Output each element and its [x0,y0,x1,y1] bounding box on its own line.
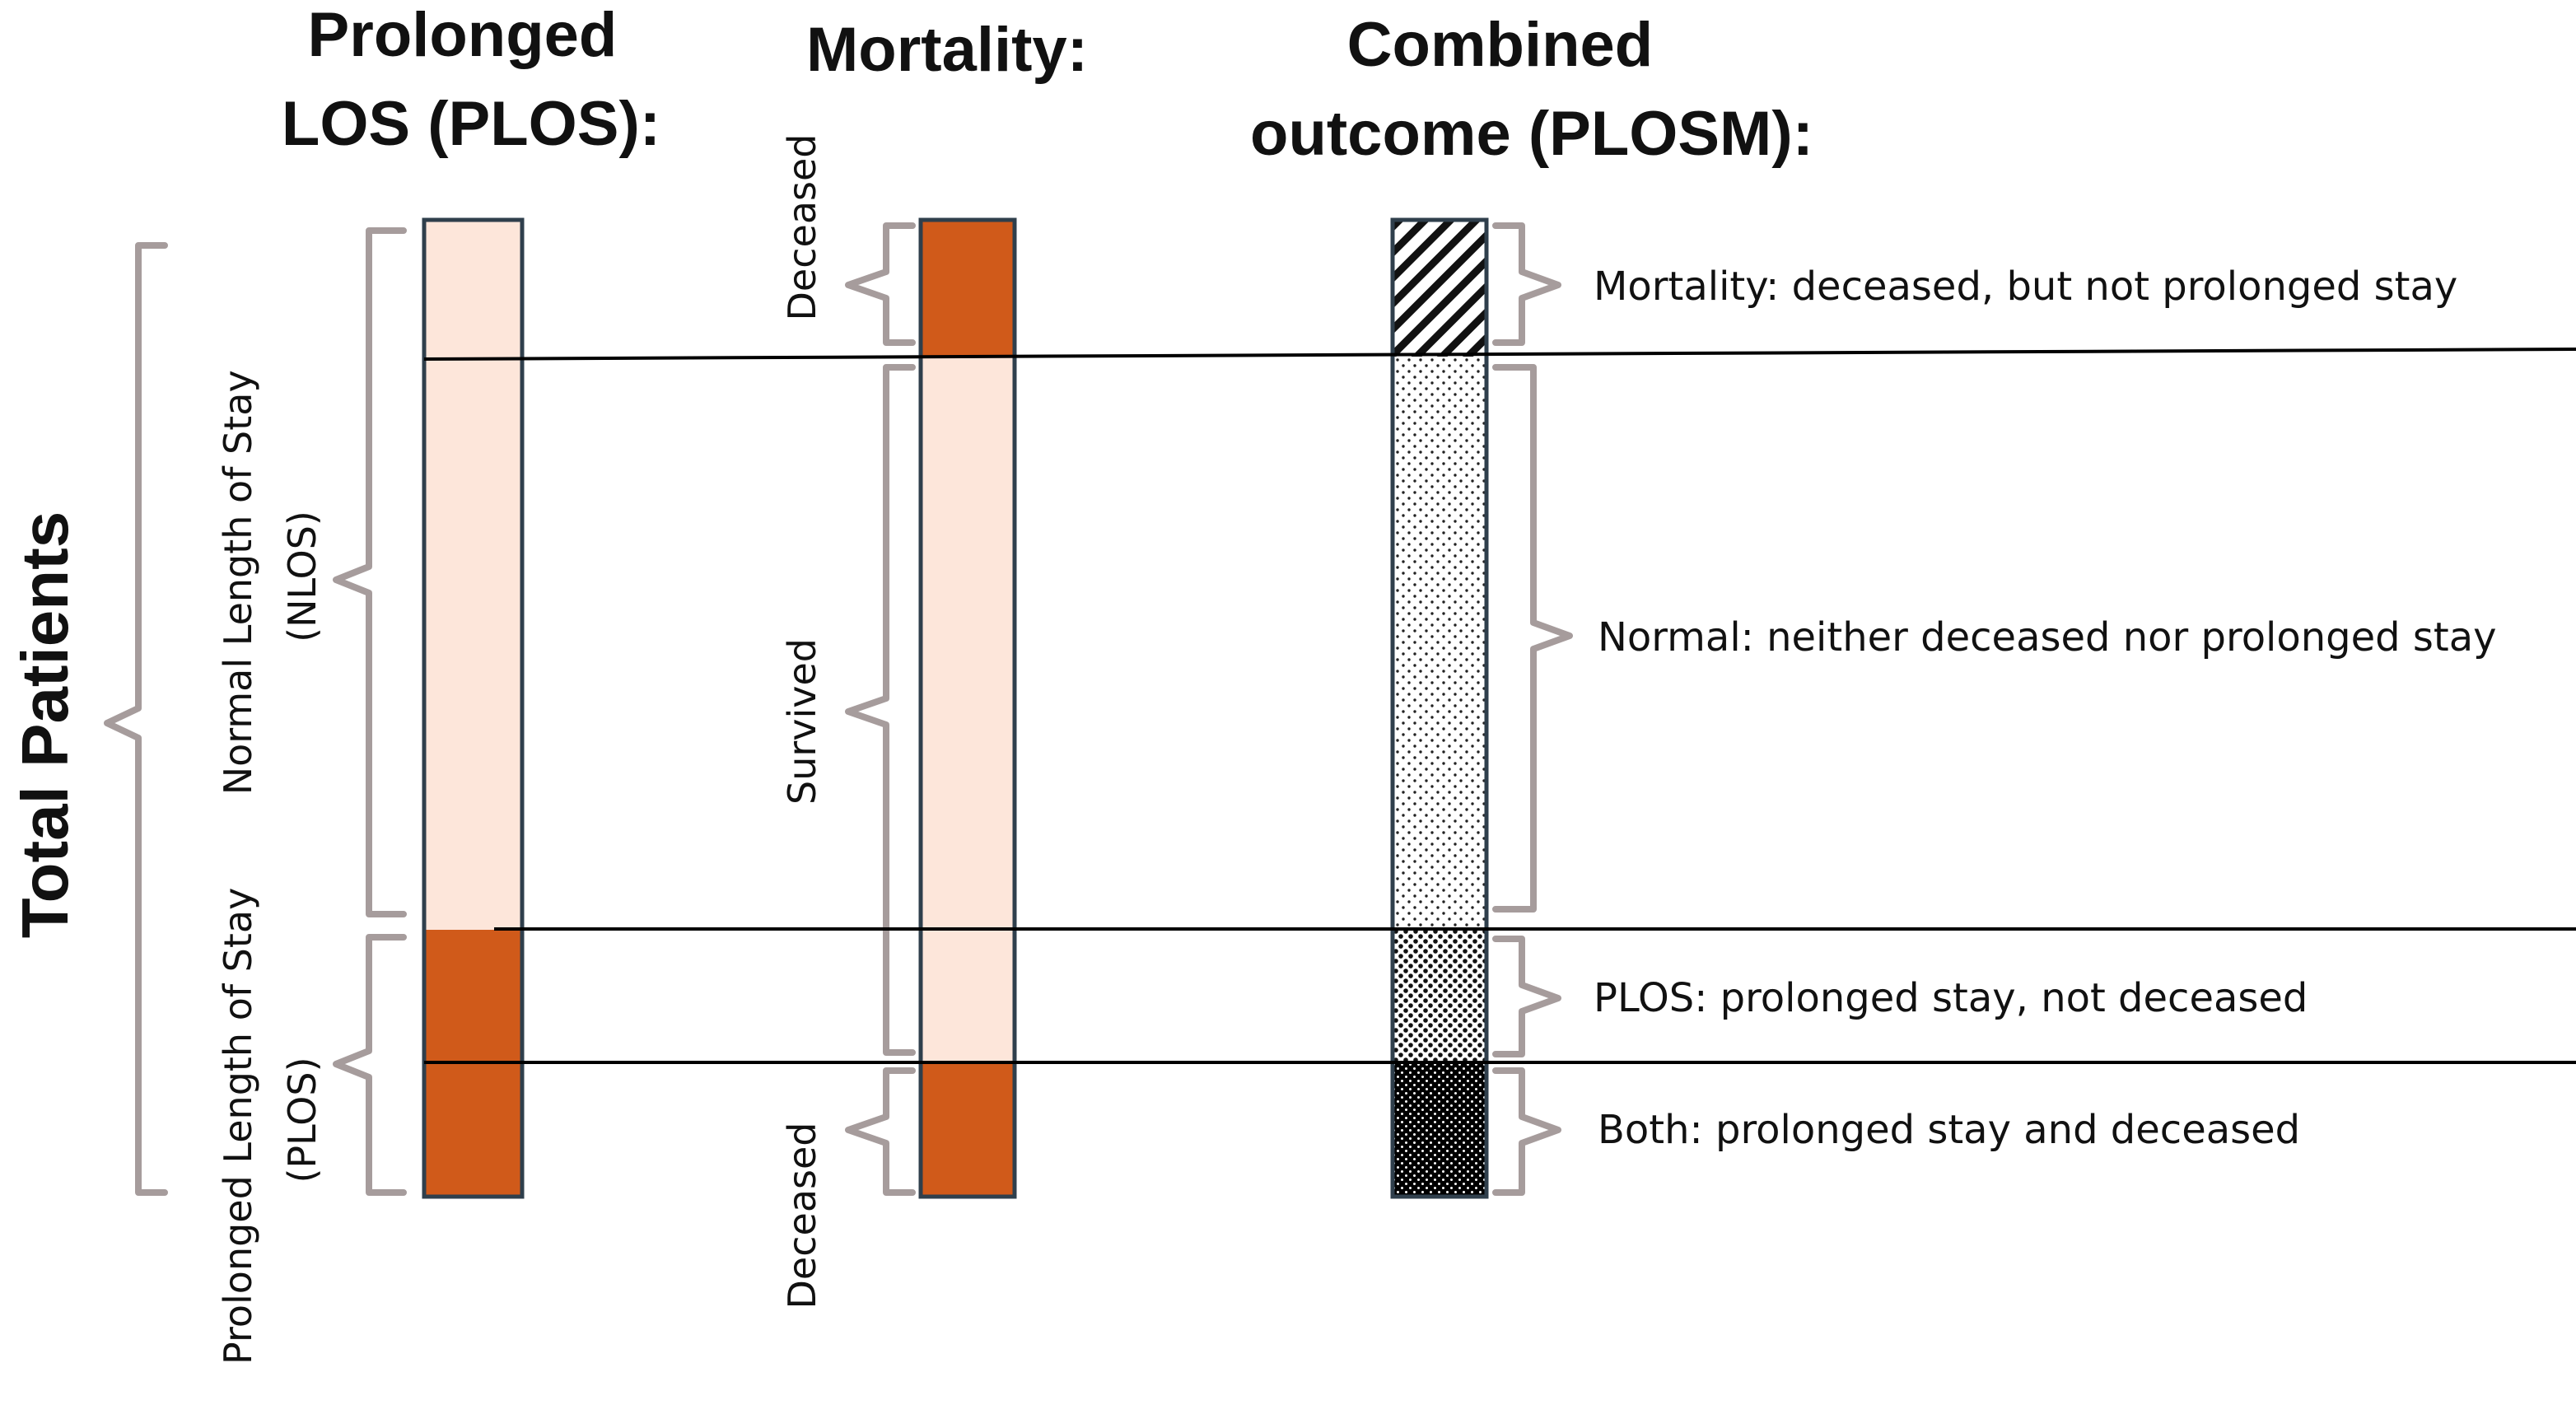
combined-both-label: Both: prolonged stay and deceased [1598,1107,2300,1153]
deceased-bottom-label: Deceased [780,1123,824,1309]
total-patients-label: Total Patients [8,511,82,939]
combined-bar-normal-segment [1393,357,1486,930]
plos-heading: Prolonged LOS (PLOS): [282,0,660,159]
combined-both-brace [1492,1067,1561,1196]
survived-label: Survived [780,638,824,805]
plos-heading-line1: Prolonged [308,0,618,70]
deceased-bottom-brace [845,1067,916,1196]
combined-plos-brace [1492,936,1561,1057]
divider-line-deceased [423,348,2576,361]
combined-normal-brace [1492,364,1573,913]
combined-normal-label: Normal: neither deceased nor prolonged s… [1598,614,2497,660]
plos-heading-line2: LOS (PLOS): [282,89,660,159]
plos-label-line2: (PLOS) [280,1057,324,1183]
combined-bar-mortality-segment [1393,220,1486,357]
plos-bar-outline [422,217,525,1199]
combined-mortality-label: Mortality: deceased, but not prolonged s… [1594,264,2457,310]
survived-brace [845,364,916,1056]
total-patients-brace [104,242,168,1196]
plos-brace [333,934,407,1196]
combined-heading-line1: Combined [1347,10,1654,80]
combined-bar-both-segment [1393,1061,1486,1197]
combined-heading: Combined outcome (PLOSM): [1250,10,1813,169]
plos-label: Prolonged Length of Stay (PLOS) [216,875,324,1365]
nlos-label-line2: (NLOS) [280,511,324,642]
plos-label-line1: Prolonged Length of Stay [216,888,260,1365]
mortality-bar-deceased-bottom-segment [921,1061,1015,1197]
nlos-label: Normal Length of Stay (NLOS) [216,358,324,796]
deceased-top-label: Deceased [780,134,824,321]
mortality-heading: Mortality: [806,15,1088,85]
combined-heading-line2: outcome (PLOSM): [1250,99,1813,169]
nlos-brace [333,227,407,917]
mortality-bar-outline [918,217,1017,1199]
mortality-bar-deceased-top-segment [921,220,1015,357]
nlos-label-line1: Normal Length of Stay [216,370,260,795]
combined-plos-label: PLOS: prolonged stay, not deceased [1594,975,2308,1021]
combined-bar-outline [1390,217,1489,1199]
combined-bar-plos-segment [1393,930,1486,1061]
mortality-bar-survived-segment [921,357,1015,1061]
combined-mortality-brace [1492,222,1561,346]
deceased-top-brace [845,222,916,346]
plos-bar-normal-segment [424,220,522,930]
